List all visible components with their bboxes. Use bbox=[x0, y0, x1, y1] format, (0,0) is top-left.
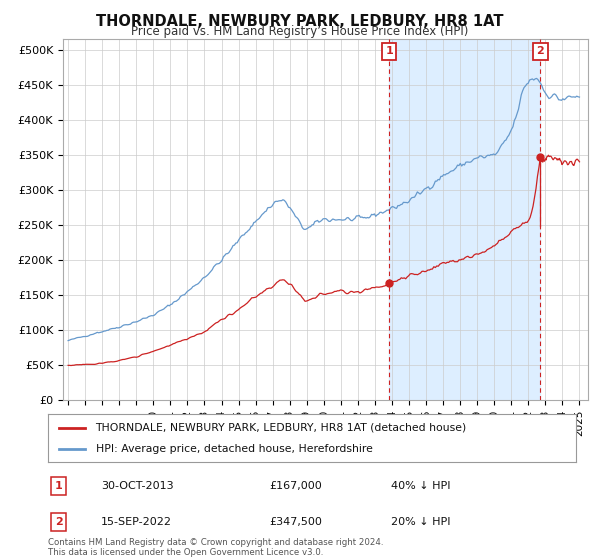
Text: £167,000: £167,000 bbox=[270, 481, 323, 491]
Text: 20% ↓ HPI: 20% ↓ HPI bbox=[391, 517, 451, 527]
Text: HPI: Average price, detached house, Herefordshire: HPI: Average price, detached house, Here… bbox=[95, 444, 373, 454]
Text: 1: 1 bbox=[385, 46, 393, 57]
Text: 2: 2 bbox=[536, 46, 544, 57]
Text: 15-SEP-2022: 15-SEP-2022 bbox=[101, 517, 172, 527]
Bar bbox=[389, 39, 541, 400]
Text: 40% ↓ HPI: 40% ↓ HPI bbox=[391, 481, 451, 491]
Text: 2: 2 bbox=[55, 517, 62, 527]
Text: 1: 1 bbox=[55, 481, 62, 491]
Text: 30-OCT-2013: 30-OCT-2013 bbox=[101, 481, 173, 491]
Text: Contains HM Land Registry data © Crown copyright and database right 2024.
This d: Contains HM Land Registry data © Crown c… bbox=[48, 538, 383, 557]
Text: THORNDALE, NEWBURY PARK, LEDBURY, HR8 1AT: THORNDALE, NEWBURY PARK, LEDBURY, HR8 1A… bbox=[96, 14, 504, 29]
Text: THORNDALE, NEWBURY PARK, LEDBURY, HR8 1AT (detached house): THORNDALE, NEWBURY PARK, LEDBURY, HR8 1A… bbox=[95, 423, 467, 433]
Text: £347,500: £347,500 bbox=[270, 517, 323, 527]
Text: Price paid vs. HM Land Registry’s House Price Index (HPI): Price paid vs. HM Land Registry’s House … bbox=[131, 25, 469, 38]
